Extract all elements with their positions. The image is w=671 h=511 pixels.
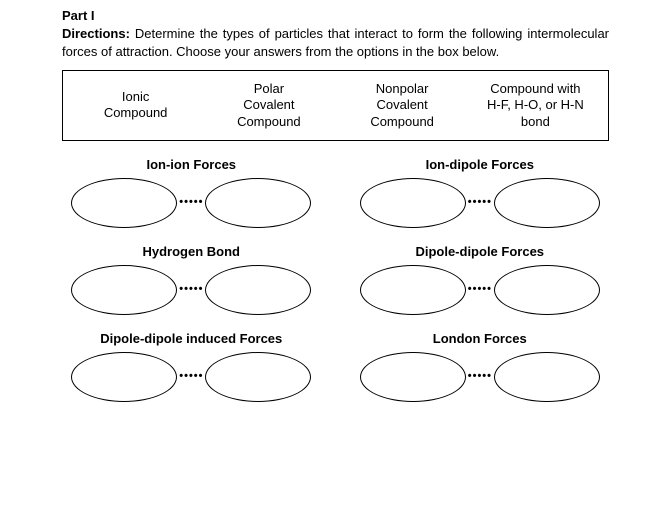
bubble-pair: •••••	[351, 265, 610, 315]
force-block-dipole-induced: Dipole-dipole induced Forces •••••	[62, 331, 321, 402]
connector-dots-icon: •••••	[177, 284, 205, 295]
answer-bubble-left[interactable]	[360, 265, 466, 315]
answer-bubble-left[interactable]	[71, 178, 177, 228]
option-line: Covalent	[376, 97, 427, 112]
option-line: Compound	[104, 105, 168, 120]
directions-label: Directions:	[62, 26, 130, 41]
force-title: Ion-ion Forces	[62, 157, 321, 172]
force-title: Dipole-dipole induced Forces	[62, 331, 321, 346]
bubble-pair: •••••	[62, 178, 321, 228]
option-item: Compound with H-F, H-O, or H-N bond	[469, 81, 602, 130]
option-line: bond	[521, 114, 550, 129]
option-line: H-F, H-O, or H-N	[487, 97, 584, 112]
option-line: Compound with	[490, 81, 580, 96]
force-block-hydrogen-bond: Hydrogen Bond •••••	[62, 244, 321, 315]
force-block-london: London Forces •••••	[351, 331, 610, 402]
option-line: Compound	[237, 114, 301, 129]
answer-bubble-right[interactable]	[494, 352, 600, 402]
force-title: Dipole-dipole Forces	[351, 244, 610, 259]
option-item: Ionic Compound	[69, 89, 202, 122]
force-block-ion-ion: Ion-ion Forces •••••	[62, 157, 321, 228]
answer-bubble-right[interactable]	[205, 265, 311, 315]
answer-bubble-left[interactable]	[71, 265, 177, 315]
connector-dots-icon: •••••	[466, 197, 494, 208]
bubble-pair: •••••	[62, 265, 321, 315]
answer-bubble-right[interactable]	[205, 178, 311, 228]
force-title: London Forces	[351, 331, 610, 346]
force-title: Ion-dipole Forces	[351, 157, 610, 172]
option-item: Polar Covalent Compound	[202, 81, 335, 130]
bubble-pair: •••••	[62, 352, 321, 402]
part-title: Part I	[62, 8, 609, 23]
option-line: Covalent	[243, 97, 294, 112]
option-item: Nonpolar Covalent Compound	[336, 81, 469, 130]
answer-bubble-right[interactable]	[205, 352, 311, 402]
option-line: Ionic	[122, 89, 149, 104]
option-line: Polar	[254, 81, 284, 96]
force-block-ion-dipole: Ion-dipole Forces •••••	[351, 157, 610, 228]
connector-dots-icon: •••••	[466, 284, 494, 295]
force-block-dipole-dipole: Dipole-dipole Forces •••••	[351, 244, 610, 315]
connector-dots-icon: •••••	[177, 197, 205, 208]
answer-bubble-right[interactable]	[494, 265, 600, 315]
worksheet-page: Part I Directions: Determine the types o…	[0, 0, 671, 402]
answer-options-box: Ionic Compound Polar Covalent Compound N…	[62, 70, 609, 141]
answer-bubble-left[interactable]	[360, 178, 466, 228]
connector-dots-icon: •••••	[466, 371, 494, 382]
bubble-pair: •••••	[351, 178, 610, 228]
answer-bubble-left[interactable]	[71, 352, 177, 402]
option-line: Compound	[370, 114, 434, 129]
forces-grid: Ion-ion Forces ••••• Ion-dipole Forces •…	[62, 157, 609, 402]
option-line: Nonpolar	[376, 81, 429, 96]
directions-text: Determine the types of particles that in…	[62, 26, 609, 59]
answer-bubble-left[interactable]	[360, 352, 466, 402]
bubble-pair: •••••	[351, 352, 610, 402]
connector-dots-icon: •••••	[177, 371, 205, 382]
force-title: Hydrogen Bond	[62, 244, 321, 259]
directions-block: Directions: Determine the types of parti…	[62, 25, 609, 60]
answer-bubble-right[interactable]	[494, 178, 600, 228]
